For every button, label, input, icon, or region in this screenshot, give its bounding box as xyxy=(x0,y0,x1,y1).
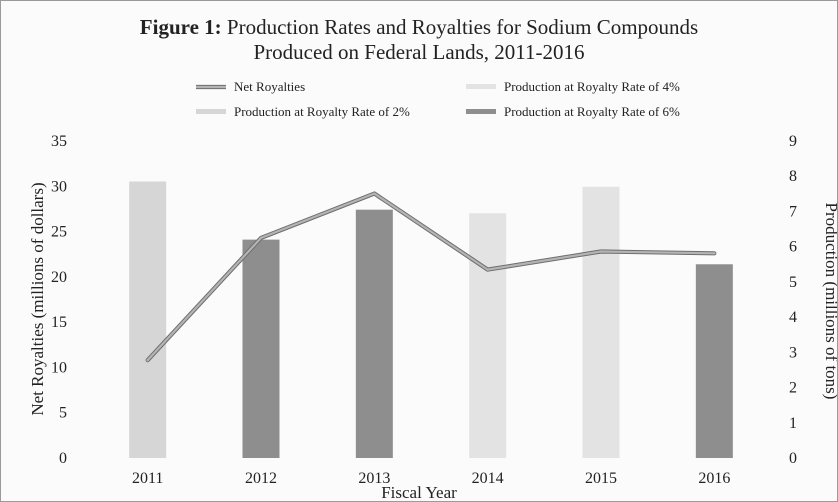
right-tick-label: 1 xyxy=(789,415,797,432)
x-tick-label: 2012 xyxy=(245,470,277,487)
legend-swatch-rate-6pct xyxy=(466,109,496,114)
net-royalties-point xyxy=(146,358,149,362)
net-royalties-point xyxy=(486,268,489,271)
x-tick-label: 2013 xyxy=(358,470,390,487)
x-tick-label: 2011 xyxy=(132,470,163,487)
bar xyxy=(355,209,393,458)
left-tick-label: 25 xyxy=(51,224,67,241)
right-tick-label: 5 xyxy=(789,274,797,291)
bar xyxy=(242,239,280,458)
title-text-1: Production Rates and Royalties for Sodiu… xyxy=(226,15,699,39)
net-royalties-line xyxy=(146,192,716,362)
left-tick-label: 5 xyxy=(59,405,67,422)
bar xyxy=(129,181,167,458)
left-axis-label: Net Royalties (millions of dollars) xyxy=(28,182,47,415)
right-tick-label: 7 xyxy=(789,203,797,220)
figure-label: Figure 1: xyxy=(139,15,222,39)
net-royalties-line-outline xyxy=(145,191,717,363)
legend-label: Net Royalties xyxy=(234,79,305,94)
right-tick-label: 6 xyxy=(789,239,797,256)
title-line-2: Produced on Federal Lands, 2011-2016 xyxy=(253,40,585,64)
legend-label: Production at Royalty Rate of 6% xyxy=(504,104,680,119)
right-tick-label: 8 xyxy=(789,168,797,185)
net-royalties-point xyxy=(713,252,716,255)
left-tick-label: 15 xyxy=(51,314,67,331)
net-royalties-point xyxy=(373,192,376,195)
x-tick-label: 2016 xyxy=(698,470,730,487)
legend-label: Production at Royalty Rate of 4% xyxy=(504,79,680,94)
right-tick-label: 2 xyxy=(789,380,797,397)
legend-label: Production at Royalty Rate of 2% xyxy=(234,104,410,119)
x-axis-label: Fiscal Year xyxy=(381,483,457,501)
bar xyxy=(582,186,620,459)
title-line-1: Figure 1: Production Rates and Royalties… xyxy=(1,15,837,40)
right-tick-label: 3 xyxy=(789,344,797,361)
legend-swatch-rate-4pct xyxy=(466,84,496,89)
right-axis-label: Production (millions of tons) xyxy=(822,203,837,400)
legend-swatch-rate-2pct xyxy=(196,109,226,114)
chart-title: Figure 1: Production Rates and Royalties… xyxy=(1,15,837,65)
net-royalties-point xyxy=(259,236,263,240)
left-tick-label: 30 xyxy=(51,178,67,195)
bar xyxy=(695,264,733,458)
right-tick-label: 9 xyxy=(789,133,797,150)
left-tick-label: 0 xyxy=(59,450,67,467)
net-royalties-point xyxy=(599,250,603,253)
left-tick-label: 35 xyxy=(51,133,67,150)
right-tick-label: 4 xyxy=(789,309,797,326)
x-tick-label: 2015 xyxy=(585,470,617,487)
left-tick-label: 20 xyxy=(51,269,67,286)
left-tick-label: 10 xyxy=(51,359,67,376)
right-tick-label: 0 xyxy=(789,450,797,467)
x-tick-label: 2014 xyxy=(472,470,504,487)
bar xyxy=(469,213,507,458)
